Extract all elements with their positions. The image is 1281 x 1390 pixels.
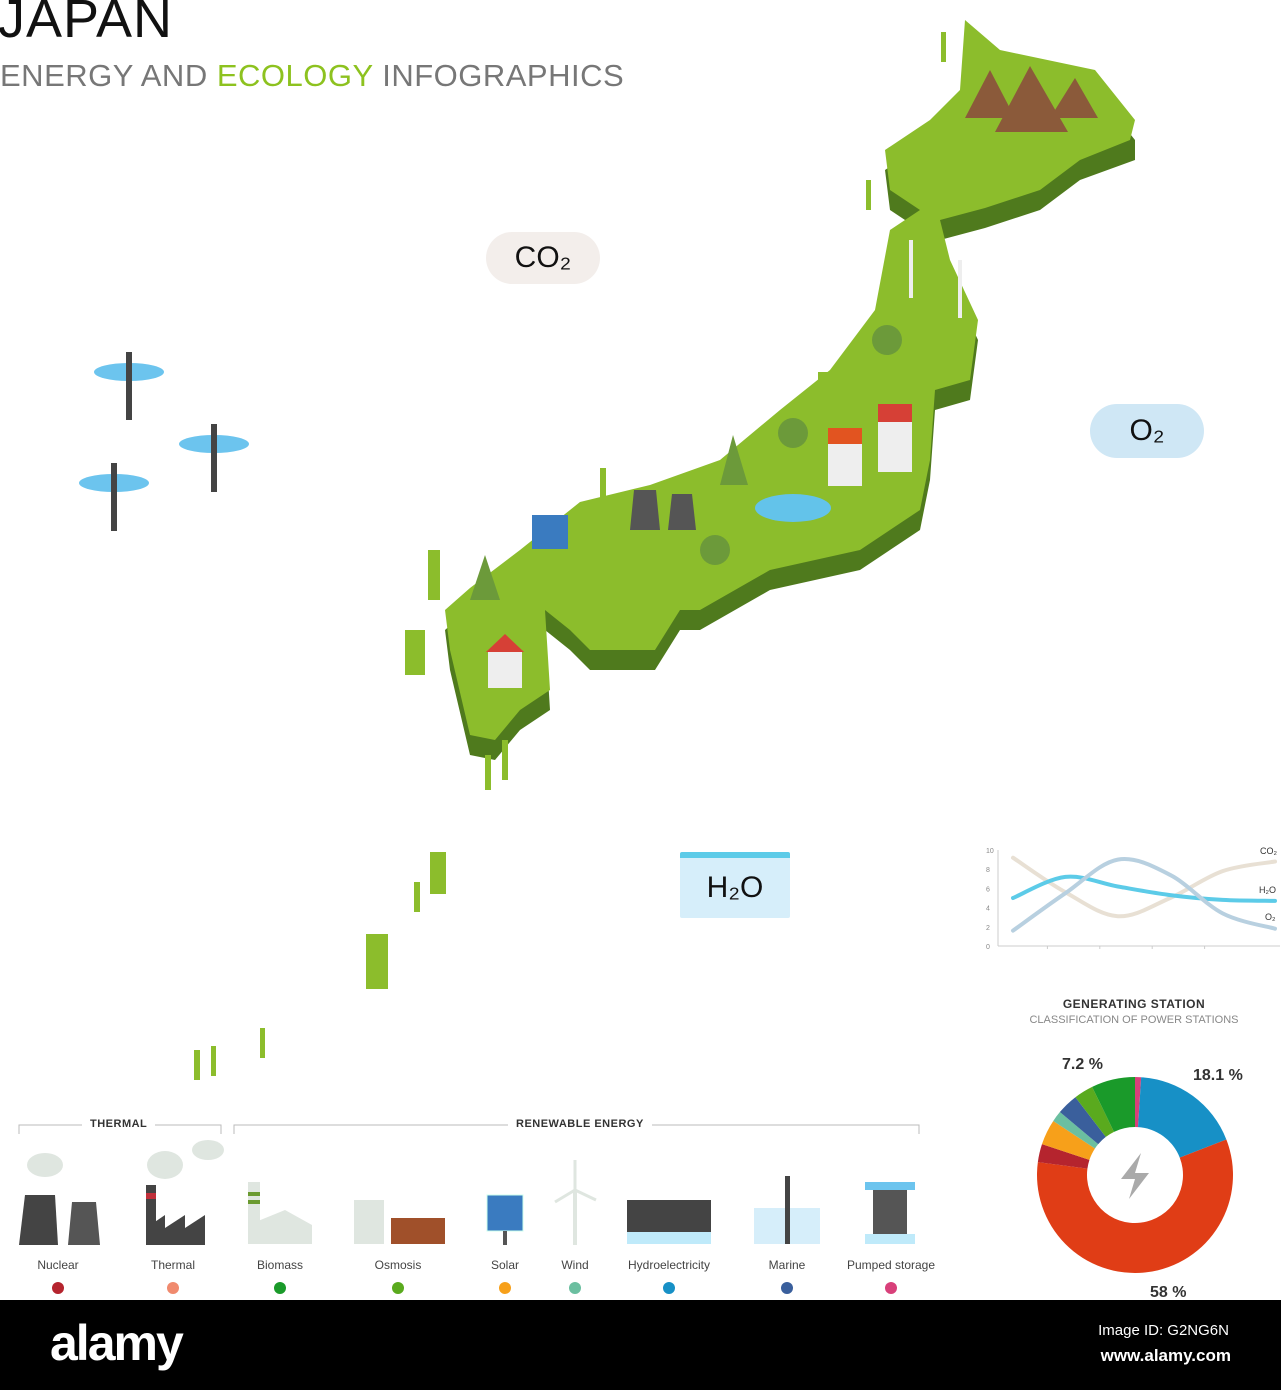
site-url: www.alamy.com xyxy=(1100,1346,1231,1365)
marine-turbine-icon xyxy=(754,1176,820,1244)
osmosis-plant-icon xyxy=(354,1200,445,1244)
japan-map xyxy=(79,20,1135,1080)
legend-dot-pumped-storage xyxy=(885,1282,897,1294)
donut-subtitle: CLASSIFICATION OF POWER STATIONS xyxy=(1029,1014,1239,1026)
donut-title: GENERATING STATION xyxy=(1062,997,1206,1011)
solar-panel-icon xyxy=(532,515,568,549)
o2-label: O₂ xyxy=(1129,414,1165,447)
series-line-1 xyxy=(1011,874,1277,903)
label-thermal-pct: 58 % xyxy=(1150,1284,1187,1301)
legend-label-thermal: Thermal xyxy=(150,1258,195,1272)
legend-label-pumped-storage: Pumped storage xyxy=(846,1258,936,1272)
thermal-group-label: THERMAL xyxy=(82,1118,156,1130)
renewable-group-label: RENEWABLE ENERGY xyxy=(508,1118,652,1130)
legend-dot-biomass xyxy=(274,1282,286,1294)
legend-label-solar: Solar xyxy=(490,1258,519,1272)
co2-label: CO₂ xyxy=(514,241,572,274)
donut-slice-marine xyxy=(1059,1097,1106,1145)
page-title: JAPAN xyxy=(0,0,174,49)
marine-turbines-icon xyxy=(79,352,249,531)
series-label-h2o: H₂O xyxy=(1259,885,1276,895)
co2-cloud: CO₂ xyxy=(486,232,600,284)
donut-slice-osmosis xyxy=(1075,1086,1115,1137)
footer-bar: alamy Image ID: G2NG6N www.alamy.com xyxy=(0,1300,1281,1390)
legend-dot-wind xyxy=(569,1282,581,1294)
legend-label-nuclear: Nuclear xyxy=(37,1258,79,1272)
donut-slice-pumped-storage xyxy=(1135,1077,1142,1128)
series-line-2 xyxy=(1011,857,1277,933)
donut-slice-wind xyxy=(1053,1112,1099,1149)
alamy-logo: alamy xyxy=(50,1315,184,1371)
y-tick-label: 4 xyxy=(986,906,990,913)
legend-label-biomass: Biomass xyxy=(256,1258,303,1272)
y-tick-label: 0 xyxy=(986,944,990,951)
houses-icon xyxy=(486,404,912,688)
o2-cloud: O₂ xyxy=(1090,404,1204,458)
page-subtitle: ENERGY AND ECOLOGY INFOGRAPHICS xyxy=(0,58,624,94)
legend-label-osmosis: Osmosis xyxy=(374,1258,422,1272)
wind-turbine-icon xyxy=(909,240,962,318)
legend-icons xyxy=(19,1140,915,1245)
pumped-storage-icon xyxy=(865,1182,915,1244)
legend-dot-osmosis xyxy=(392,1282,404,1294)
biomass-plant-icon xyxy=(248,1182,312,1244)
donut-slice-thermal xyxy=(1037,1139,1233,1273)
lake-icon xyxy=(755,494,831,522)
mountains-icon xyxy=(965,66,1098,132)
subtitle-part2: INFOGRAPHICS xyxy=(373,58,625,93)
y-tick-label: 10 xyxy=(986,848,994,855)
h2o-banner: H₂O xyxy=(680,852,790,918)
donut-slice-biomass xyxy=(1092,1077,1135,1132)
legend-dot-solar xyxy=(499,1282,511,1294)
trees-icon xyxy=(470,325,902,600)
series-label-co2: CO₂ xyxy=(1260,846,1277,856)
legend-label-marine: Marine xyxy=(768,1258,806,1272)
legend-label-hydroelectricity: Hydroelectricity xyxy=(627,1258,711,1272)
y-tick-label: 2 xyxy=(986,925,990,932)
solar-panel-icon xyxy=(486,1194,524,1245)
series-line-0 xyxy=(1011,855,1277,919)
legend-dot-hydroelectricity xyxy=(663,1282,675,1294)
hydro-dam-icon xyxy=(627,1200,711,1244)
y-tick-label: 8 xyxy=(986,867,990,874)
label-hydro-pct: 18.1 % xyxy=(1193,1067,1243,1084)
legend-dot-marine xyxy=(781,1282,793,1294)
line-chart: 0 2 4 6 8 10 xyxy=(986,848,1280,951)
cooling-towers-icon xyxy=(630,490,696,530)
subtitle-highlight: ECOLOGY xyxy=(216,58,374,93)
y-tick-label: 6 xyxy=(986,886,990,893)
donut-chart xyxy=(1037,1077,1233,1273)
donut-slice-nuclear xyxy=(1037,1144,1090,1169)
h2o-label: H₂O xyxy=(706,871,764,904)
donut-slice-hydroelectricity xyxy=(1138,1077,1227,1158)
map-land xyxy=(194,20,1135,1080)
legend-dot-thermal xyxy=(167,1282,179,1294)
image-id: Image ID: G2NG6N xyxy=(1098,1322,1229,1339)
label-biomass-pct: 7.2 % xyxy=(1062,1056,1103,1073)
subtitle-part1: ENERGY AND xyxy=(0,58,217,93)
legend-dot-nuclear xyxy=(52,1282,64,1294)
lightning-bolt-icon xyxy=(1121,1153,1149,1199)
series-label-o2: O₂ xyxy=(1265,912,1276,922)
nuclear-plant-icon xyxy=(19,1153,100,1245)
legend-label-wind: Wind xyxy=(561,1258,589,1272)
wind-turbine-icon xyxy=(554,1160,597,1245)
donut-slice-solar xyxy=(1041,1120,1095,1160)
thermal-factory-icon xyxy=(146,1140,224,1245)
